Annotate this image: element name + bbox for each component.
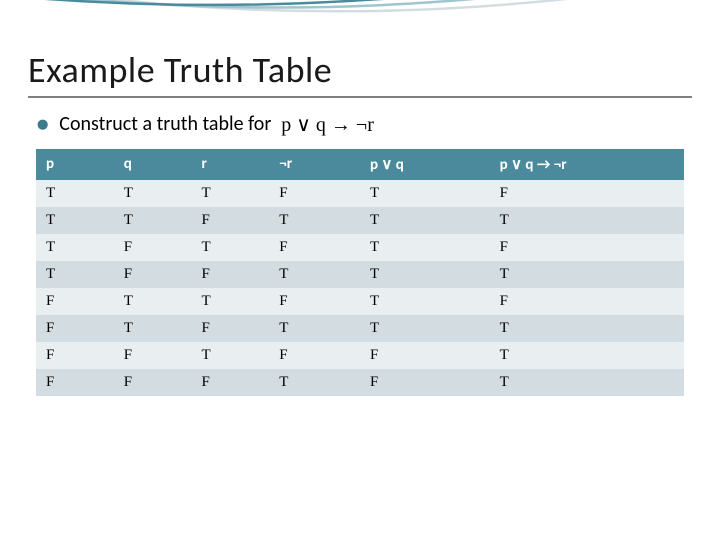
table-cell: T [490, 315, 684, 342]
slide-title: Example Truth Table [0, 0, 720, 96]
table-row: FTFTTT [36, 315, 684, 342]
table-cell: F [269, 180, 360, 207]
table-cell: F [360, 369, 490, 396]
bullet-line: ● Construct a truth table for p ∨ q → ¬r [0, 112, 720, 149]
table-cell: T [114, 315, 192, 342]
bullet-text: Construct a truth table for [59, 112, 271, 136]
table-row: TTFTTT [36, 207, 684, 234]
table-header-cell: p ∨ q [360, 149, 490, 180]
table-header-row: pqr¬rp ∨ qp ∨ q → ¬r [36, 149, 684, 180]
table-cell: F [269, 342, 360, 369]
table-header-cell: p ∨ q → ¬r [490, 149, 684, 180]
table-cell: F [114, 234, 192, 261]
table-row: FFFTFT [36, 369, 684, 396]
table-cell: F [36, 315, 114, 342]
table-row: TTTFTF [36, 180, 684, 207]
table-cell: F [36, 288, 114, 315]
table-cell: T [114, 288, 192, 315]
table-cell: T [192, 234, 270, 261]
table-cell: T [490, 342, 684, 369]
table-cell: T [269, 261, 360, 288]
table-cell: T [360, 207, 490, 234]
table-row: FFTFFT [36, 342, 684, 369]
table-cell: T [360, 315, 490, 342]
table-header-cell: q [114, 149, 192, 180]
table-cell: T [269, 207, 360, 234]
table-cell: T [36, 180, 114, 207]
table-cell: F [192, 261, 270, 288]
table-header-cell: r [192, 149, 270, 180]
table-cell: F [490, 180, 684, 207]
table-cell: F [114, 261, 192, 288]
table-row: FTTFTF [36, 288, 684, 315]
table-cell: T [36, 261, 114, 288]
table-cell: F [192, 369, 270, 396]
table-cell: T [269, 315, 360, 342]
bullet-icon: ● [36, 113, 49, 135]
table-cell: F [490, 288, 684, 315]
table-cell: F [269, 234, 360, 261]
title-underline [28, 96, 692, 98]
table-cell: F [360, 342, 490, 369]
table-cell: T [192, 288, 270, 315]
table-cell: T [360, 288, 490, 315]
table-cell: T [360, 180, 490, 207]
table-cell: T [269, 369, 360, 396]
table-cell: T [360, 234, 490, 261]
table-cell: T [192, 180, 270, 207]
table-cell: T [36, 207, 114, 234]
table-cell: F [36, 369, 114, 396]
truth-table: pqr¬rp ∨ qp ∨ q → ¬r TTTFTFTTFTTTTFTFTFT… [36, 149, 684, 396]
table-cell: T [360, 261, 490, 288]
table-cell: T [192, 342, 270, 369]
table-cell: T [490, 207, 684, 234]
table-cell: F [114, 369, 192, 396]
table-cell: T [36, 234, 114, 261]
table-cell: T [114, 180, 192, 207]
table-cell: F [192, 315, 270, 342]
table-cell: F [114, 342, 192, 369]
table-body: TTTFTFTTFTTTTFTFTFTFFTTTFTTFTFFTFTTTFFTF… [36, 180, 684, 396]
table-cell: T [490, 369, 684, 396]
formula-expression: p ∨ q → ¬r [281, 112, 374, 137]
table-cell: T [114, 207, 192, 234]
table-cell: T [490, 261, 684, 288]
table-cell: F [269, 288, 360, 315]
table-cell: F [36, 342, 114, 369]
table-header-cell: ¬r [269, 149, 360, 180]
table-cell: F [192, 207, 270, 234]
table-row: TFTFTF [36, 234, 684, 261]
table-row: TFFTTT [36, 261, 684, 288]
table-header-cell: p [36, 149, 114, 180]
table-cell: F [490, 234, 684, 261]
